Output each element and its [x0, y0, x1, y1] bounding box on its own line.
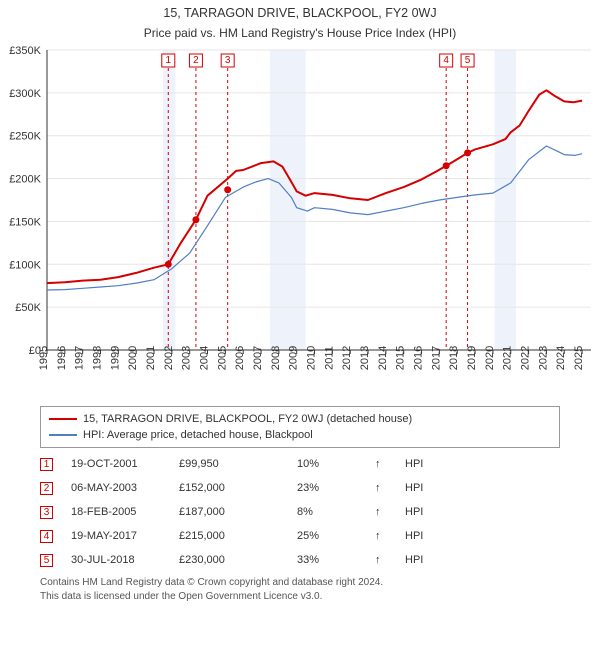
- transaction-date: 06-MAY-2003: [71, 482, 161, 494]
- footer-line-2: This data is licensed under the Open Gov…: [40, 590, 590, 604]
- transaction-date: 30-JUL-2018: [71, 554, 161, 566]
- transaction-row: 1 19-OCT-2001 £99,950 10% ↑ HPI: [40, 452, 590, 476]
- arrow-up-icon: ↑: [375, 530, 387, 542]
- transaction-delta: 33%: [297, 554, 357, 566]
- arrow-up-icon: ↑: [375, 554, 387, 566]
- page-title: 15, TARRAGON DRIVE, BLACKPOOL, FY2 0WJ: [6, 6, 594, 20]
- svg-text:2009: 2009: [288, 346, 300, 370]
- arrow-up-icon: ↑: [375, 482, 387, 494]
- legend-label: HPI: Average price, detached house, Blac…: [83, 429, 313, 441]
- svg-text:1996: 1996: [56, 346, 68, 370]
- svg-text:1998: 1998: [92, 346, 104, 370]
- transaction-price: £230,000: [179, 554, 279, 566]
- legend-item: 15, TARRAGON DRIVE, BLACKPOOL, FY2 0WJ (…: [49, 411, 551, 427]
- arrow-up-icon: ↑: [375, 506, 387, 518]
- svg-text:2014: 2014: [377, 346, 389, 370]
- page-subtitle: Price paid vs. HM Land Registry's House …: [6, 26, 594, 40]
- svg-text:£100K: £100K: [9, 259, 41, 271]
- legend-label: 15, TARRAGON DRIVE, BLACKPOOL, FY2 0WJ (…: [83, 413, 412, 425]
- svg-text:1999: 1999: [109, 346, 121, 370]
- transaction-marker: 4: [40, 530, 53, 543]
- svg-text:2008: 2008: [270, 346, 282, 370]
- svg-text:£200K: £200K: [9, 174, 41, 186]
- svg-text:£300K: £300K: [9, 88, 41, 100]
- svg-text:2019: 2019: [466, 346, 478, 370]
- price-chart: £0£50K£100K£150K£200K£250K£300K£350K1995…: [1, 42, 599, 400]
- svg-text:1: 1: [166, 55, 172, 66]
- footer: Contains HM Land Registry data © Crown c…: [40, 576, 590, 603]
- svg-text:2006: 2006: [234, 346, 246, 370]
- transaction-date: 19-OCT-2001: [71, 458, 161, 470]
- svg-text:2015: 2015: [395, 346, 407, 370]
- svg-text:2000: 2000: [127, 346, 139, 370]
- transaction-ref: HPI: [405, 506, 435, 518]
- transaction-marker: 3: [40, 506, 53, 519]
- svg-text:2013: 2013: [359, 346, 371, 370]
- svg-text:2007: 2007: [252, 346, 264, 370]
- transaction-ref: HPI: [405, 482, 435, 494]
- transaction-row: 4 19-MAY-2017 £215,000 25% ↑ HPI: [40, 524, 590, 548]
- svg-text:2020: 2020: [484, 346, 496, 370]
- transaction-delta: 10%: [297, 458, 357, 470]
- svg-text:2004: 2004: [199, 346, 211, 370]
- arrow-up-icon: ↑: [375, 458, 387, 470]
- svg-text:£250K: £250K: [9, 131, 41, 143]
- svg-text:2010: 2010: [306, 346, 318, 370]
- svg-text:2003: 2003: [181, 346, 193, 370]
- transaction-price: £152,000: [179, 482, 279, 494]
- svg-text:2017: 2017: [430, 346, 442, 370]
- svg-text:1995: 1995: [38, 346, 50, 370]
- transaction-row: 3 18-FEB-2005 £187,000 8% ↑ HPI: [40, 500, 590, 524]
- legend-swatch: [49, 434, 77, 435]
- transaction-price: £215,000: [179, 530, 279, 542]
- transaction-marker: 2: [40, 482, 53, 495]
- transaction-price: £99,950: [179, 458, 279, 470]
- legend-swatch: [49, 418, 77, 420]
- svg-text:2012: 2012: [341, 346, 353, 370]
- svg-text:2021: 2021: [502, 346, 514, 370]
- svg-text:2022: 2022: [520, 346, 532, 370]
- svg-text:2018: 2018: [448, 346, 460, 370]
- transaction-delta: 23%: [297, 482, 357, 494]
- legend-item: HPI: Average price, detached house, Blac…: [49, 427, 551, 443]
- svg-text:2024: 2024: [555, 346, 567, 370]
- transaction-marker: 5: [40, 554, 53, 567]
- transaction-ref: HPI: [405, 530, 435, 542]
- svg-text:2016: 2016: [413, 346, 425, 370]
- svg-text:1997: 1997: [74, 346, 86, 370]
- svg-text:2025: 2025: [573, 346, 585, 370]
- transaction-delta: 8%: [297, 506, 357, 518]
- transaction-table: 1 19-OCT-2001 £99,950 10% ↑ HPI 2 06-MAY-2003 £1…: [40, 452, 590, 572]
- svg-text:3: 3: [225, 55, 231, 66]
- transaction-date: 18-FEB-2005: [71, 506, 161, 518]
- svg-text:£50K: £50K: [15, 302, 41, 314]
- svg-text:5: 5: [465, 55, 471, 66]
- legend: 15, TARRAGON DRIVE, BLACKPOOL, FY2 0WJ (…: [40, 406, 560, 448]
- svg-text:2005: 2005: [216, 346, 228, 370]
- transaction-marker: 1: [40, 458, 53, 471]
- transaction-row: 5 30-JUL-2018 £230,000 33% ↑ HPI: [40, 548, 590, 572]
- transaction-ref: HPI: [405, 458, 435, 470]
- transaction-date: 19-MAY-2017: [71, 530, 161, 542]
- svg-text:£350K: £350K: [9, 45, 41, 57]
- svg-text:4: 4: [443, 55, 449, 66]
- footer-line-1: Contains HM Land Registry data © Crown c…: [40, 576, 590, 590]
- svg-text:2002: 2002: [163, 346, 175, 370]
- svg-text:2: 2: [193, 55, 199, 66]
- transaction-delta: 25%: [297, 530, 357, 542]
- svg-text:£150K: £150K: [9, 216, 41, 228]
- transaction-row: 2 06-MAY-2003 £152,000 23% ↑ HPI: [40, 476, 590, 500]
- svg-text:2023: 2023: [537, 346, 549, 370]
- transaction-ref: HPI: [405, 554, 435, 566]
- svg-text:2001: 2001: [145, 346, 157, 370]
- transaction-price: £187,000: [179, 506, 279, 518]
